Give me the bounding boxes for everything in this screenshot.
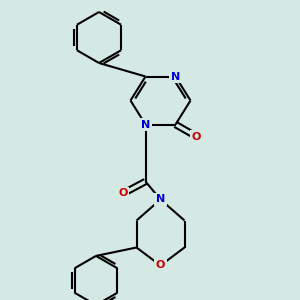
Text: O: O: [156, 260, 165, 271]
Text: N: N: [156, 194, 165, 205]
Text: N: N: [141, 119, 150, 130]
Text: O: O: [118, 188, 128, 199]
Text: N: N: [171, 71, 180, 82]
Text: O: O: [192, 131, 201, 142]
